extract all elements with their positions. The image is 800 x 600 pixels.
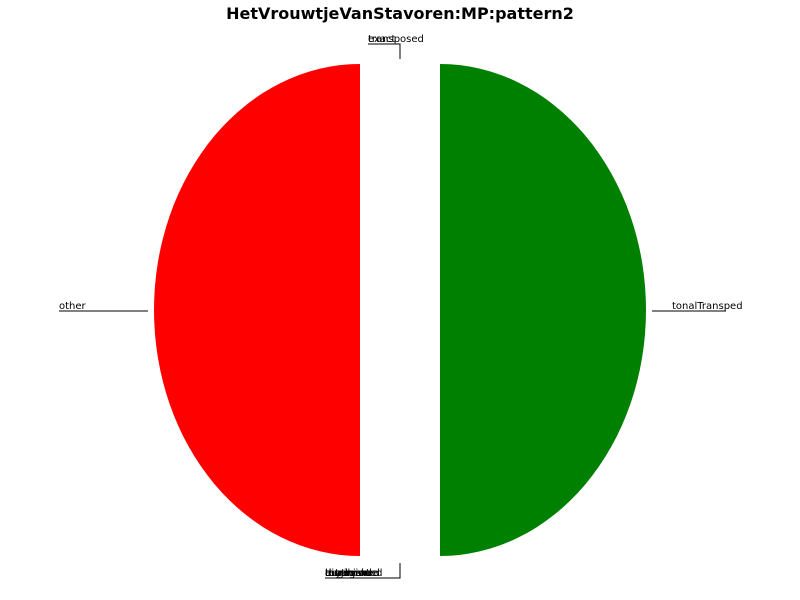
slice-label-tonaltransped: tonalTransped — [672, 301, 743, 312]
slice-label-diminished: diminished — [325, 568, 380, 579]
slice-label-tonal: tonal — [325, 568, 350, 579]
slice-label-other: other — [59, 301, 87, 312]
pie-slices — [154, 64, 646, 556]
slice-label-retrograde: retrograde — [325, 568, 378, 579]
leader-line-transposed — [368, 43, 401, 59]
pie-slice-tonaltransped — [440, 64, 646, 556]
leader-line-exact — [368, 43, 401, 59]
slice-label-rhythmic: rhythmic — [325, 568, 369, 579]
slice-labels: other tonalrhythmicaugmenteddiminishedret… — [59, 34, 743, 579]
slice-label-transposed: transposed — [368, 34, 424, 45]
pie-slice-other — [154, 64, 360, 556]
leader-line-inversion — [325, 563, 401, 579]
slice-label-augmented: augmented — [325, 568, 382, 579]
slice-label-inversion: inversion — [325, 568, 371, 579]
chart-title: HetVrouwtjeVanStavoren:MP:pattern2 — [226, 4, 574, 23]
slice-label-exact: exact — [368, 34, 396, 45]
